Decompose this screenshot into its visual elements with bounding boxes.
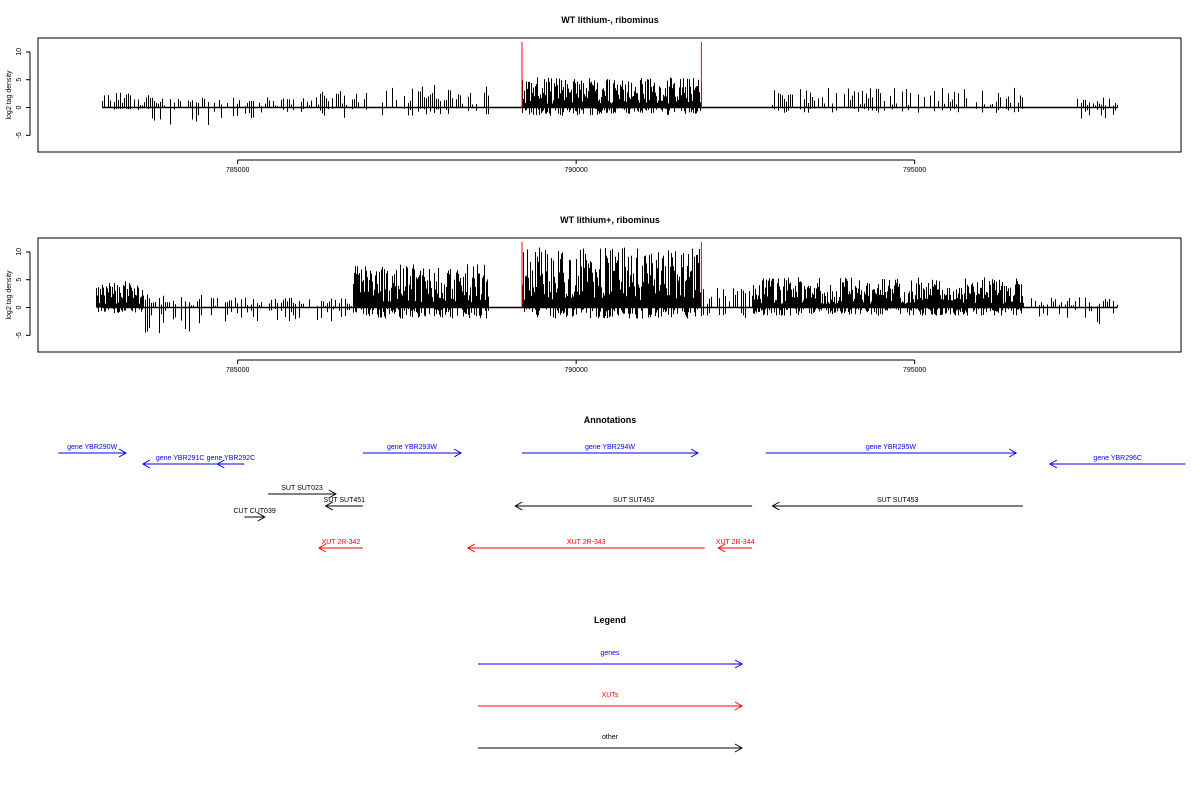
y-tick-label: -5: [16, 332, 23, 338]
annotation-arrow: [324, 501, 363, 511]
panel-2-frame: [37, 237, 1182, 353]
annotation-arrow: [268, 489, 337, 499]
legend-section: Legend genes XUTs other: [478, 615, 744, 753]
y-tick-label: 0: [16, 305, 23, 309]
x-tick-label: 795000: [903, 367, 926, 374]
annotation-label: gene YBR292C: [207, 455, 256, 462]
annotation-label: gene YBR294W: [585, 444, 635, 451]
annotation-arrow: [1048, 459, 1186, 469]
legend-arrow: [478, 701, 744, 711]
annotation-label: SUT SUT451: [324, 497, 366, 504]
annotation-arrow: [522, 448, 700, 458]
legend-arrow: [478, 659, 744, 669]
annotation-arrow: [514, 501, 753, 511]
annotation-label: gene YBR295W: [866, 444, 916, 451]
annotation-arrow: [58, 448, 128, 458]
annotation-arrow: [717, 543, 753, 553]
panel-2-bars: [96, 247, 1118, 334]
annotation-label: SUT SUT452: [613, 497, 655, 504]
y-tick-label: 10: [16, 248, 23, 256]
y-tick-label: 10: [16, 48, 23, 56]
annotation-label: SUT SUT023: [281, 485, 323, 492]
y-tick-label: 0: [16, 105, 23, 109]
x-tick-label: 785000: [226, 367, 249, 374]
y-tick-label: 5: [16, 278, 23, 282]
y-tick-label: -5: [16, 132, 23, 138]
annotation-label: CUT CUT039: [233, 508, 275, 515]
panel-2-markers: [521, 242, 702, 308]
panel-1-markers: [521, 42, 702, 108]
x-tick-label: 795000: [903, 167, 926, 174]
annotation-label: SUT SUT453: [877, 497, 919, 504]
x-tick-label: 790000: [564, 167, 587, 174]
legend-items: genes XUTs other: [478, 650, 744, 753]
annotation-arrow: [466, 543, 705, 553]
annotation-arrow: [141, 459, 218, 469]
annotation-label: XUT 2R-342: [322, 539, 361, 546]
legend-label: XUTs: [602, 692, 619, 699]
panel-1-frame: [37, 37, 1182, 153]
annotation-label: XUT 2R-344: [716, 539, 755, 546]
annotation-arrow: [771, 501, 1023, 511]
annotation-label: gene YBR296C: [1093, 455, 1142, 462]
annotation-label: gene YBR293W: [387, 444, 437, 451]
panel-1-bars: [102, 77, 1118, 125]
annotation-label: gene YBR291C: [156, 455, 205, 462]
panel-1-title: WT lithium-, ribominus: [561, 15, 659, 25]
panel-2-title: WT lithium+, ribominus: [560, 215, 660, 225]
legend-label: genes: [600, 650, 620, 657]
annotation-label: gene YBR290W: [67, 444, 117, 451]
annotations-title: Annotations: [584, 415, 637, 425]
panel-1: WT lithium-, ribominus log2 tag density …: [6, 15, 1182, 174]
annotation-label: XUT 2R-343: [567, 539, 606, 546]
panel-2: WT lithium+, ribominus log2 tag density …: [6, 215, 1182, 374]
panel-1-axes: -5 0 5 10 785000 790000 795000: [16, 48, 1118, 174]
annotation-features: gene YBR290W gene YBR291C gene YBR292C gene…: [58, 444, 1186, 553]
x-tick-label: 785000: [226, 167, 249, 174]
annotation-arrow: [765, 448, 1018, 458]
annotation-arrow: [317, 543, 363, 553]
legend-arrow: [478, 743, 744, 753]
legend-label: other: [602, 734, 619, 741]
annotation-arrow: [244, 512, 266, 522]
legend-title: Legend: [594, 615, 626, 625]
y-tick-label: 5: [16, 78, 23, 82]
x-tick-label: 790000: [564, 367, 587, 374]
annotation-arrow: [362, 448, 463, 458]
panel-2-ylabel: log2 tag density: [6, 270, 13, 320]
annotation-arrow: [216, 459, 245, 469]
panel-1-ylabel: log2 tag density: [6, 70, 13, 120]
